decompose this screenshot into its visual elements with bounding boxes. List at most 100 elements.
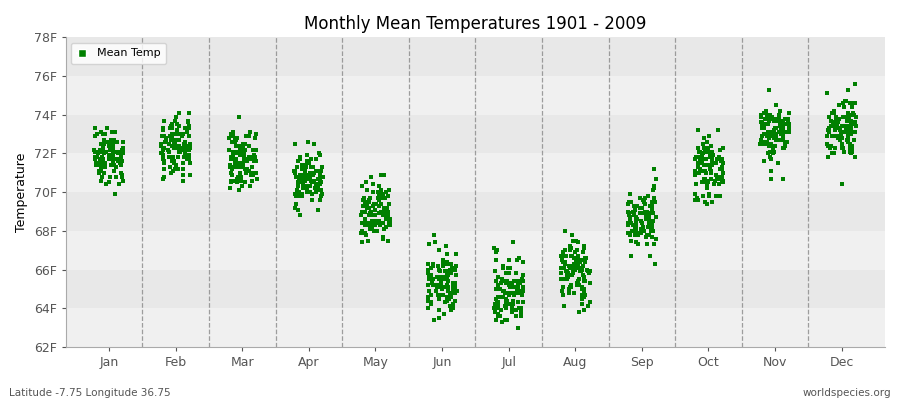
Point: [364, 208, 378, 215]
Point: [646, 185, 661, 192]
Point: [835, 135, 850, 141]
Point: [434, 280, 448, 286]
Point: [420, 282, 435, 288]
Point: [238, 158, 252, 164]
Point: [572, 282, 586, 288]
Point: [716, 177, 730, 184]
Point: [839, 114, 853, 120]
Point: [647, 241, 662, 248]
Point: [572, 268, 587, 275]
Point: [364, 220, 378, 226]
Point: [162, 164, 176, 170]
Point: [311, 206, 326, 213]
Point: [176, 166, 191, 172]
Point: [775, 123, 789, 130]
Point: [105, 150, 120, 157]
Point: [357, 220, 372, 226]
Point: [500, 280, 514, 286]
Point: [716, 160, 730, 166]
Point: [624, 218, 638, 224]
Point: [447, 288, 462, 294]
Point: [759, 108, 773, 114]
Point: [554, 264, 568, 271]
Point: [566, 270, 580, 277]
Point: [762, 112, 777, 118]
Point: [829, 117, 843, 124]
Point: [821, 154, 835, 160]
Point: [312, 152, 327, 158]
Point: [449, 288, 464, 294]
Point: [496, 262, 510, 269]
Point: [307, 170, 321, 176]
Point: [229, 156, 243, 162]
Point: [847, 112, 861, 118]
Point: [715, 177, 729, 184]
Point: [706, 152, 720, 158]
Point: [501, 290, 516, 296]
Point: [712, 181, 726, 188]
Point: [224, 164, 238, 170]
Point: [231, 187, 246, 194]
Point: [695, 158, 709, 164]
Bar: [66, 270, 885, 308]
Point: [834, 181, 849, 188]
Point: [629, 222, 643, 228]
Point: [443, 290, 457, 296]
Bar: [66, 308, 885, 347]
Point: [774, 127, 788, 134]
Point: [624, 199, 638, 205]
Point: [239, 168, 254, 174]
Point: [636, 224, 651, 230]
Point: [156, 146, 170, 153]
Point: [821, 127, 835, 134]
Point: [171, 154, 185, 160]
Point: [491, 313, 505, 319]
Point: [362, 222, 376, 228]
Point: [94, 160, 109, 166]
Point: [355, 239, 369, 246]
Point: [306, 164, 320, 170]
Point: [435, 274, 449, 280]
Point: [640, 232, 654, 238]
Point: [163, 125, 177, 132]
Point: [180, 156, 194, 162]
Point: [636, 197, 651, 203]
Point: [312, 174, 327, 180]
Point: [442, 295, 456, 302]
Point: [102, 140, 116, 147]
Point: [778, 142, 793, 149]
Point: [425, 280, 439, 286]
Point: [432, 295, 446, 302]
Point: [753, 137, 768, 143]
Point: [849, 123, 863, 130]
Point: [369, 218, 383, 224]
Point: [309, 168, 323, 174]
Point: [830, 117, 844, 124]
Point: [438, 243, 453, 250]
Point: [175, 131, 189, 137]
Point: [621, 200, 635, 207]
Point: [106, 162, 121, 168]
Point: [694, 154, 708, 160]
Point: [698, 199, 713, 205]
Point: [781, 129, 796, 135]
Point: [233, 142, 248, 149]
Point: [294, 162, 309, 168]
Text: Latitude -7.75 Longitude 36.75: Latitude -7.75 Longitude 36.75: [9, 388, 171, 398]
Point: [820, 140, 834, 147]
Point: [644, 224, 659, 230]
Point: [444, 260, 458, 267]
Point: [849, 114, 863, 120]
Point: [716, 144, 730, 151]
Point: [841, 139, 855, 145]
Point: [368, 218, 382, 224]
Point: [562, 286, 576, 292]
Point: [224, 154, 238, 160]
Point: [164, 137, 178, 143]
Point: [376, 226, 391, 232]
Point: [701, 148, 716, 155]
Point: [87, 154, 102, 160]
Point: [621, 222, 635, 228]
Point: [575, 295, 590, 302]
Point: [106, 160, 121, 166]
